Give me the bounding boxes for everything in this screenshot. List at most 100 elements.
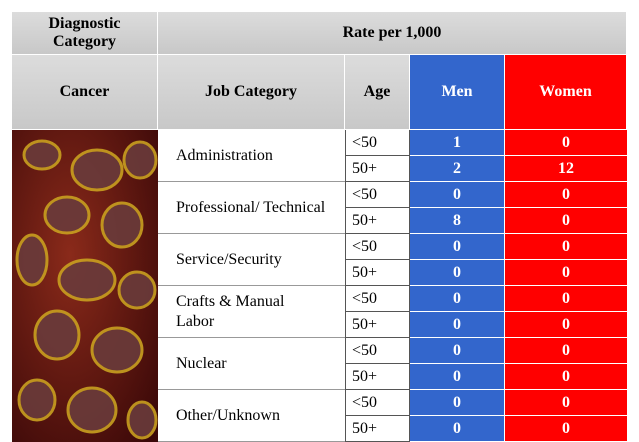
age: 50+ bbox=[345, 260, 410, 286]
age: 50+ bbox=[345, 364, 410, 390]
column-header: Women bbox=[505, 55, 627, 130]
age: <50 bbox=[345, 338, 410, 364]
men-rate-text: 2 bbox=[453, 160, 461, 178]
women-rate: 0 bbox=[505, 312, 627, 338]
header-cell: Rate per 1,000 bbox=[158, 12, 627, 55]
age: <50 bbox=[345, 286, 410, 312]
men-rate: 0 bbox=[410, 286, 505, 312]
job-category-text: Professional/ Technical bbox=[176, 198, 326, 218]
men-rate-text: 1 bbox=[453, 134, 461, 152]
age-text: <50 bbox=[352, 134, 377, 152]
women-rate-text: 0 bbox=[562, 342, 570, 360]
job-category: Service/Security bbox=[158, 234, 345, 286]
age: 50+ bbox=[345, 312, 410, 338]
column-header: Age bbox=[345, 55, 410, 130]
column-header-text: Age bbox=[364, 83, 391, 101]
age-text: <50 bbox=[352, 186, 377, 204]
cancer-image bbox=[12, 130, 158, 442]
women-rate: 0 bbox=[505, 208, 627, 234]
header-text: Rate per 1,000 bbox=[343, 24, 442, 42]
women-rate-text: 12 bbox=[558, 160, 574, 178]
women-rate: 12 bbox=[505, 156, 627, 182]
job-category-text: Service/Security bbox=[176, 250, 326, 270]
men-rate: 0 bbox=[410, 390, 505, 416]
job-category: Nuclear bbox=[158, 338, 345, 390]
age: <50 bbox=[345, 182, 410, 208]
page: Diagnostic Category Rate per 1,000 Cance… bbox=[0, 0, 639, 442]
column-header: Job Category bbox=[158, 55, 345, 130]
column-header-text: Men bbox=[441, 83, 472, 101]
men-rate: 0 bbox=[410, 182, 505, 208]
men-rate-text: 0 bbox=[453, 186, 461, 204]
age-text: 50+ bbox=[352, 160, 377, 178]
column-header: Men bbox=[410, 55, 505, 130]
women-rate-text: 0 bbox=[562, 264, 570, 282]
age: 50+ bbox=[345, 416, 410, 442]
men-rate-text: 0 bbox=[453, 394, 461, 412]
age-text: <50 bbox=[352, 238, 377, 256]
header-cell: Diagnostic Category bbox=[12, 12, 158, 55]
women-rate: 0 bbox=[505, 338, 627, 364]
age-text: <50 bbox=[352, 290, 377, 308]
women-rate-text: 0 bbox=[562, 394, 570, 412]
men-rate: 2 bbox=[410, 156, 505, 182]
men-rate-text: 0 bbox=[453, 264, 461, 282]
women-rate: 0 bbox=[505, 390, 627, 416]
women-rate: 0 bbox=[505, 260, 627, 286]
job-category-text: Other/Unknown bbox=[176, 406, 326, 426]
men-rate-text: 8 bbox=[453, 212, 461, 230]
women-rate-text: 0 bbox=[562, 186, 570, 204]
age-text: 50+ bbox=[352, 264, 377, 282]
age-text: 50+ bbox=[352, 368, 377, 386]
header-text: Diagnostic Category bbox=[40, 15, 130, 51]
men-rate-text: 0 bbox=[453, 238, 461, 256]
age-text: 50+ bbox=[352, 212, 377, 230]
job-category-text: Crafts & Manual Labor bbox=[176, 292, 326, 332]
men-rate: 0 bbox=[410, 260, 505, 286]
women-rate-text: 0 bbox=[562, 368, 570, 386]
women-rate-text: 0 bbox=[562, 290, 570, 308]
age: 50+ bbox=[345, 156, 410, 182]
men-rate-text: 0 bbox=[453, 420, 461, 438]
women-rate: 0 bbox=[505, 416, 627, 442]
men-rate-text: 0 bbox=[453, 290, 461, 308]
job-category-text: Administration bbox=[176, 146, 326, 166]
age: 50+ bbox=[345, 208, 410, 234]
men-rate-text: 0 bbox=[453, 342, 461, 360]
men-rate: 0 bbox=[410, 364, 505, 390]
age-text: <50 bbox=[352, 342, 377, 360]
men-rate: 8 bbox=[410, 208, 505, 234]
women-rate: 0 bbox=[505, 130, 627, 156]
men-rate-text: 0 bbox=[453, 316, 461, 334]
men-rate: 0 bbox=[410, 234, 505, 260]
men-rate: 0 bbox=[410, 416, 505, 442]
women-rate: 0 bbox=[505, 364, 627, 390]
column-header: Cancer bbox=[12, 55, 158, 130]
men-rate: 1 bbox=[410, 130, 505, 156]
age-text: <50 bbox=[352, 394, 377, 412]
women-rate: 0 bbox=[505, 182, 627, 208]
men-rate: 0 bbox=[410, 338, 505, 364]
column-header-text: Job Category bbox=[205, 83, 297, 101]
men-rate: 0 bbox=[410, 312, 505, 338]
job-category: Professional/ Technical bbox=[158, 182, 345, 234]
age: <50 bbox=[345, 390, 410, 416]
job-category: Other/Unknown bbox=[158, 390, 345, 442]
men-rate-text: 0 bbox=[453, 368, 461, 386]
column-header-text: Cancer bbox=[60, 83, 110, 101]
women-rate-text: 0 bbox=[562, 134, 570, 152]
table: Diagnostic Category Rate per 1,000 Cance… bbox=[12, 12, 627, 442]
job-category: Administration bbox=[158, 130, 345, 182]
age: <50 bbox=[345, 234, 410, 260]
women-rate-text: 0 bbox=[562, 212, 570, 230]
age-text: 50+ bbox=[352, 316, 377, 334]
job-category: Crafts & Manual Labor bbox=[158, 286, 345, 338]
age-text: 50+ bbox=[352, 420, 377, 438]
job-category-text: Nuclear bbox=[176, 354, 326, 374]
women-rate: 0 bbox=[505, 286, 627, 312]
women-rate: 0 bbox=[505, 234, 627, 260]
women-rate-text: 0 bbox=[562, 420, 570, 438]
column-header-text: Women bbox=[539, 83, 591, 101]
age: <50 bbox=[345, 130, 410, 156]
women-rate-text: 0 bbox=[562, 238, 570, 256]
